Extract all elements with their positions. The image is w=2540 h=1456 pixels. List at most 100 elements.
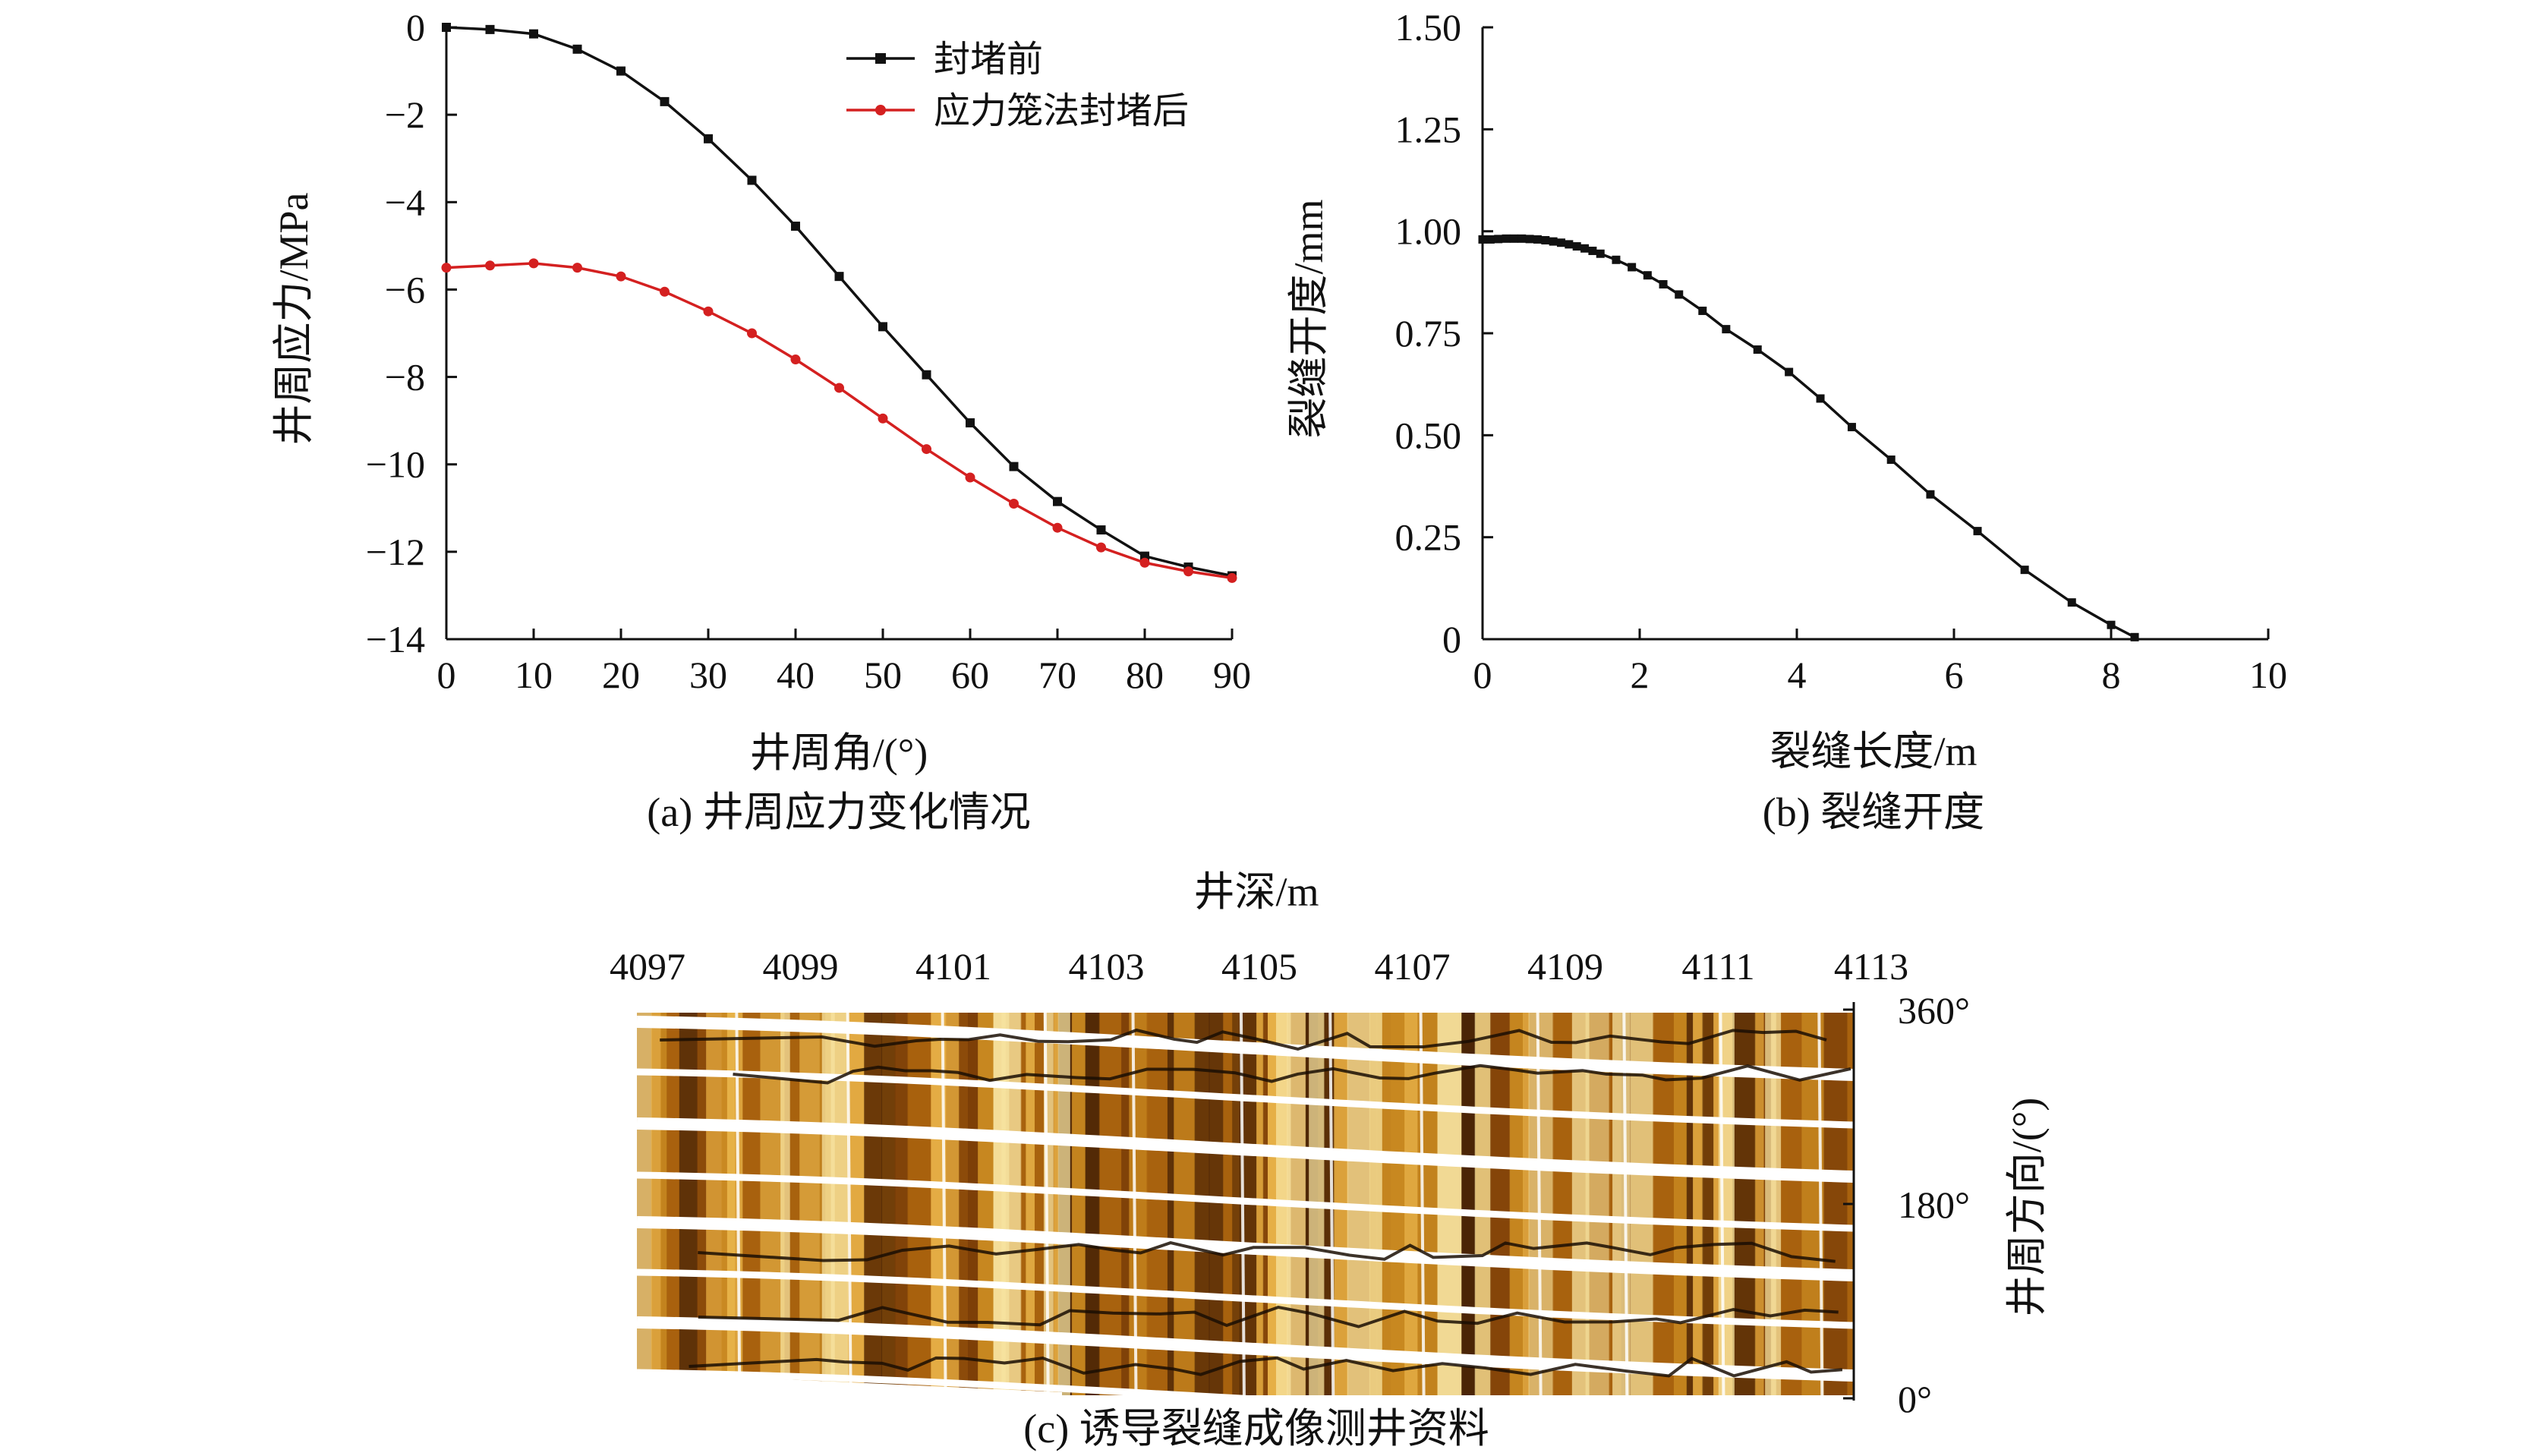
- image-pad-gap: [637, 1369, 1248, 1395]
- legend-marker-after: [875, 105, 886, 115]
- panel-b-x-tick-label: 4: [1788, 654, 1807, 696]
- panel-a-point-after: [703, 306, 714, 317]
- panel-c-depth-tick-label: 4097: [610, 945, 685, 988]
- panel-a-point-after: [1096, 542, 1106, 553]
- panel-a-x-tick-label: 70: [1038, 654, 1076, 696]
- panel-a-series: [441, 23, 1237, 583]
- panel-a-point-after: [922, 444, 931, 455]
- image-texture-stripe: [1474, 1013, 1492, 1395]
- panel-c-depth-tick-label: 4105: [1221, 945, 1297, 988]
- panel-b-y-tick-label: 1.50: [1395, 6, 1462, 49]
- image-gap-wedge: [637, 1372, 1062, 1395]
- panel-a-point-after: [790, 355, 801, 365]
- panel-b-x-tick-label: 6: [1945, 654, 1964, 696]
- image-texture-stripe: [1461, 1013, 1476, 1395]
- panel-b-y-tick-label: 1.25: [1395, 108, 1462, 150]
- panel-b-y-ticks: 0 0.25 0.50 0.75 1.00 1.25 1.50: [1395, 6, 1493, 660]
- image-pad-edge: [735, 1013, 742, 1395]
- image-texture-stripe: [1026, 1013, 1035, 1395]
- panel-b-point: [1517, 234, 1527, 243]
- image-texture-stripe: [881, 1013, 896, 1395]
- panel-b-y-tick-label: 0: [1442, 618, 1461, 660]
- panel-a-point-before: [616, 66, 626, 76]
- panel-b-point: [1612, 255, 1621, 264]
- image-texture-stripe: [968, 1013, 979, 1395]
- image-texture-stripe: [1085, 1013, 1100, 1395]
- image-texture-stripe: [1437, 1013, 1463, 1395]
- panel-b-series: [1478, 234, 2139, 641]
- panel-b-point: [1785, 367, 1794, 377]
- image-texture-stripe: [1174, 1013, 1196, 1395]
- panel-a-point-before: [1096, 525, 1106, 535]
- panel-b: 0 2 4 6 8 10 0 0.25 0.50 0.75 1.00 1.25 1.50 裂缝长度/m…: [1286, 6, 2287, 835]
- panel-a-x-tick-label: 40: [777, 654, 815, 696]
- image-texture-stripe: [667, 1013, 680, 1395]
- image-texture-stripe: [1585, 1013, 1610, 1395]
- panel-a-point-before: [1053, 496, 1062, 506]
- panel-a-point-after: [441, 263, 452, 273]
- panel-c-depth-tick-label: 4099: [763, 945, 839, 988]
- image-texture-stripe: [1054, 1013, 1060, 1395]
- panel-a-point-before: [704, 134, 713, 143]
- panel-a-y-tick-label: −8: [385, 356, 425, 399]
- legend-label-after: 应力笼法封堵后: [934, 91, 1189, 131]
- panel-a-point-before: [922, 370, 931, 380]
- image-texture-stripe: [1686, 1013, 1694, 1395]
- panel-b-caption: (b) 裂缝开度: [1763, 789, 1984, 835]
- panel-b-point: [1588, 246, 1597, 255]
- image-texture-stripe: [799, 1013, 821, 1395]
- panel-b-x-label: 裂缝长度/m: [1769, 729, 1977, 774]
- image-texture-stripe: [1702, 1013, 1715, 1395]
- image-pad-edge: [1536, 1013, 1543, 1395]
- image-texture-stripe: [679, 1013, 698, 1395]
- panel-a-point-before: [878, 322, 887, 332]
- panel-a-point-after: [834, 383, 844, 393]
- image-texture-stripe: [1121, 1013, 1130, 1395]
- panel-b-y-label: 裂缝开度/mm: [1286, 199, 1331, 438]
- image-bright-streak: [1765, 1013, 1782, 1395]
- panel-a-x-tick-label: 20: [602, 654, 640, 696]
- panel-a-y-ticks: 0 −2 −4 −6 −8 −10 −12 −14: [366, 6, 457, 660]
- panel-a-y-tick-label: −2: [385, 93, 425, 136]
- image-fracture-trace: [698, 1241, 1836, 1263]
- image-texture-stripe: [1853, 1013, 1854, 1395]
- panel-c-depth-tick-label: 4103: [1069, 945, 1145, 988]
- image-texture-stripe: [1404, 1013, 1419, 1395]
- panel-a-point-before: [660, 96, 670, 106]
- image-pad-gap: [637, 1016, 1854, 1081]
- panel-a-point-after: [572, 263, 582, 273]
- panel-b-point: [1502, 234, 1511, 243]
- panel-b-point: [1549, 237, 1558, 246]
- image-texture-stripe: [696, 1013, 707, 1395]
- image-texture-stripe: [1071, 1013, 1086, 1395]
- panel-a-x-tick-label: 90: [1213, 654, 1251, 696]
- borehole-image-log: [637, 1013, 1854, 1395]
- panel-a-y-label: 井周应力/MPa: [271, 192, 317, 445]
- panel-b-y-tick-label: 0.75: [1395, 312, 1462, 355]
- panel-a-point-after: [660, 286, 670, 297]
- panel-b-point: [1886, 455, 1896, 465]
- panel-a-point-after: [485, 260, 495, 271]
- image-texture-stripe: [742, 1013, 761, 1395]
- image-pad-edge: [941, 1013, 947, 1395]
- image-texture-stripe: [1552, 1013, 1571, 1395]
- panel-b-point: [1698, 306, 1707, 315]
- panel-b-x-ticks: 0 2 4 6 8 10: [1473, 629, 2287, 696]
- panel-b-point: [1659, 280, 1668, 289]
- panel-a-point-before: [572, 44, 582, 54]
- image-texture-stripe: [1787, 1013, 1803, 1395]
- panel-a-point-before: [834, 272, 844, 282]
- panel-a-x-tick-label: 60: [951, 654, 989, 696]
- panel-c-depth-tick-label: 4107: [1375, 945, 1451, 988]
- panel-b-point: [1722, 325, 1731, 334]
- panel-a-point-after: [965, 472, 975, 483]
- panel-a-axes: [445, 27, 1232, 641]
- image-texture-stripe: [660, 1013, 668, 1395]
- panel-b-point: [1565, 240, 1574, 249]
- image-pad-edge: [846, 1013, 852, 1395]
- panel-c-azimuth-tick-label: 0°: [1898, 1378, 1932, 1420]
- panel-a-point-after: [1009, 499, 1019, 509]
- image-texture-stripe: [1509, 1013, 1524, 1395]
- panel-a-y-tick-label: −14: [366, 618, 425, 660]
- panel-c-caption: (c) 诱导裂缝成像测井资料: [1023, 1406, 1489, 1451]
